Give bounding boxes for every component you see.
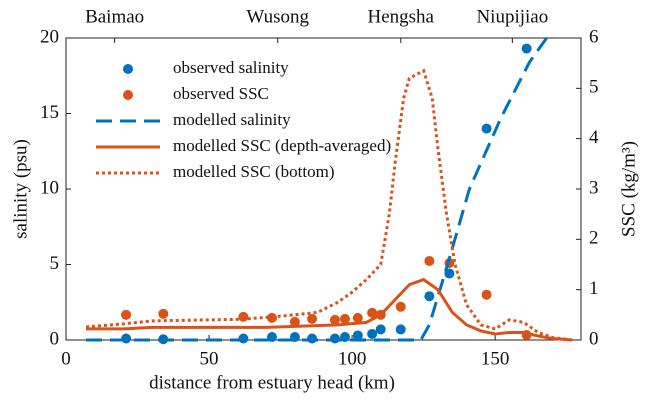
data-point [121,333,132,344]
data-point [375,324,386,335]
legend-label: observed SSC [173,84,269,103]
y-tick-label: 5 [50,253,60,274]
y2-axis-label: SSC (kg/m³) [618,141,639,237]
y-axis-label: salinity (psu) [10,139,31,239]
data-point [307,333,318,344]
legend-label: modelled SSC (depth-averaged) [173,136,391,155]
data-point [352,312,363,323]
y-tick-label: 15 [40,102,59,123]
data-point [367,307,378,318]
top-tick-label: Hengsha [368,6,435,27]
data-point [395,324,406,335]
y2-tick-label: 3 [589,177,599,198]
legend-label: modelled salinity [173,110,291,129]
x-tick-label: 0 [61,348,71,369]
data-line [86,277,573,342]
data-line [86,37,548,342]
top-tick-label: Baimao [85,6,144,27]
top-tick-label: Niupijiao [476,6,548,27]
data-point [481,123,492,134]
plot-frame [65,37,582,341]
legend-marker [123,90,133,100]
data-point [238,311,249,322]
top-tick-label: Wusong [246,6,309,27]
data-point [352,330,363,341]
x-axis-label: distance from estuary head (km) [149,372,395,393]
data-point [329,333,340,344]
data-point [481,289,492,300]
data-point [307,313,318,324]
y2-tick-label: 4 [589,127,599,148]
legend-label: modelled SSC (bottom) [173,162,335,181]
x-tick-label: 150 [481,348,510,369]
data-point [339,313,350,324]
data-point [424,291,435,302]
data-line [85,68,573,342]
data-point [329,314,340,325]
y-tick-label: 10 [40,177,59,198]
x-tick-label: 100 [338,348,367,369]
data-point [395,301,406,312]
y-tick-label: 0 [50,328,60,349]
data-point [424,255,435,266]
y2-tick-label: 5 [589,77,599,98]
data-point [158,308,169,319]
data-point [238,333,249,344]
legend-label: observed salinity [173,58,289,77]
y2-tick-label: 6 [589,26,599,47]
data-point [339,331,350,342]
data-point [121,309,132,320]
x-tick-label: 50 [200,348,219,369]
data-point [367,328,378,339]
y2-tick-label: 0 [589,328,599,349]
y-tick-label: 20 [40,26,59,47]
legend-marker [123,64,133,74]
data-point [289,316,300,327]
y2-tick-label: 1 [589,278,599,299]
data-point [521,43,532,54]
y2-tick-label: 2 [589,228,599,249]
